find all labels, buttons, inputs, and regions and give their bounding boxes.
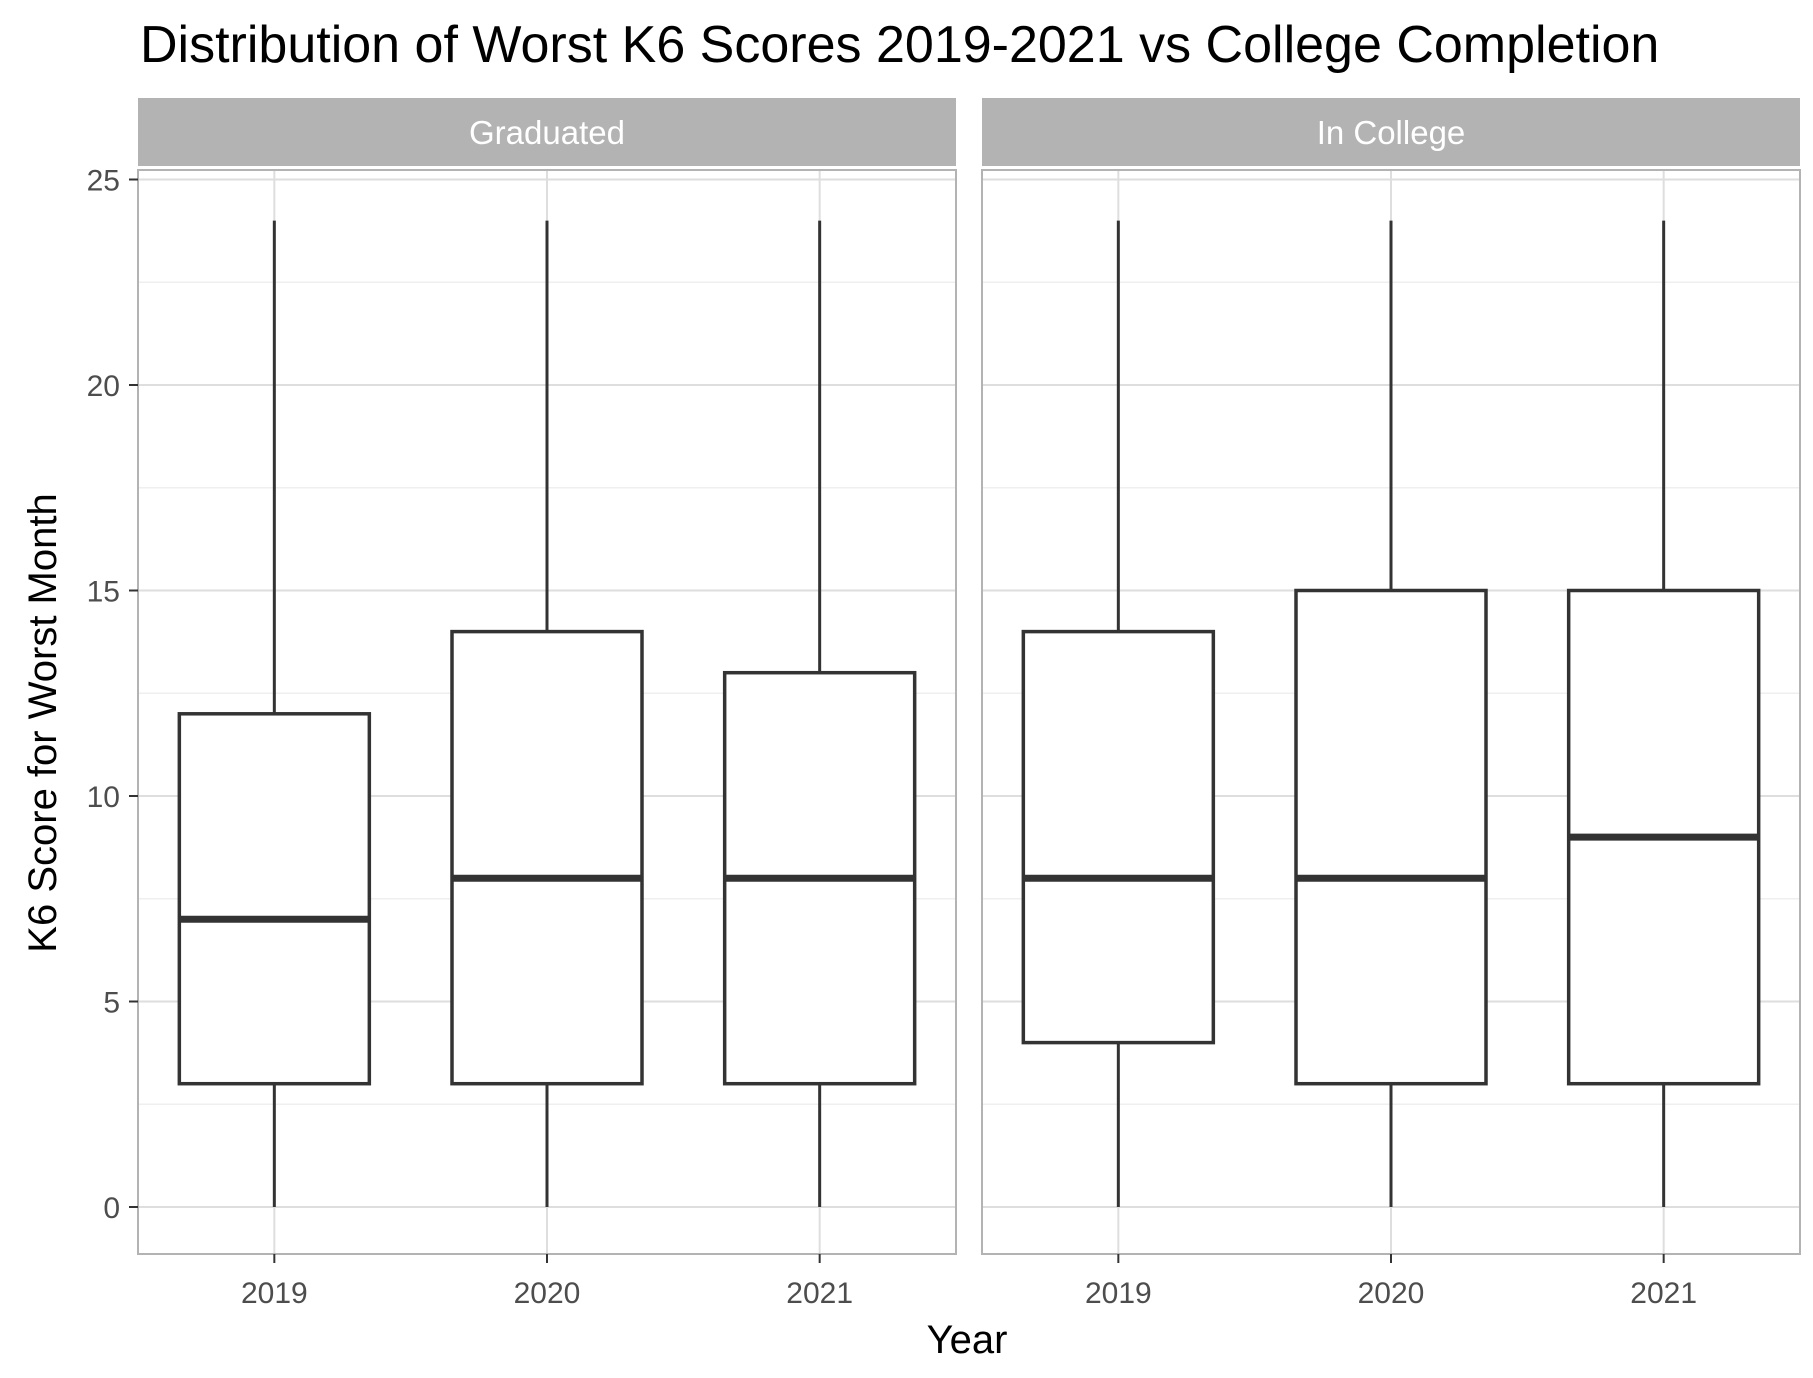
x-tick-label: 2019 [241,1277,308,1310]
x-tick-label: 2021 [786,1277,853,1310]
x-axis-title: Year [927,1318,1008,1362]
box-iqr [177,712,372,1086]
facet-strip [138,98,956,166]
x-tick-label: 2020 [514,1277,581,1310]
x-tick-label: 2021 [1630,1277,1697,1310]
box-2019 [1021,220,1216,1207]
facet-strip-label: In College [1317,114,1466,151]
y-tick-label: 20 [87,370,120,403]
chart-title: Distribution of Worst K6 Scores 2019-202… [140,16,1659,74]
y-tick-label: 5 [103,987,120,1020]
facet-panel: Graduated 2019 2020 2021 [137,98,957,1310]
y-tick-label: 25 [87,165,120,198]
x-tick-label: 2019 [1085,1277,1152,1310]
y-axis-title: K6 Score for Worst Month [21,493,65,952]
y-tick-label: 10 [87,781,120,814]
box-2020 [450,220,644,1207]
box-iqr [1294,588,1488,1086]
facet-strip [982,98,1800,166]
y-tick-label: 0 [103,1192,120,1225]
box-iqr [1021,629,1216,1045]
facet-panel: In College 2019 2020 2021 [981,98,1801,1310]
box-2021 [722,220,917,1207]
box-2020 [1294,220,1488,1207]
box-2021 [1566,220,1761,1207]
y-tick-label: 15 [87,576,120,609]
y-axis: 0 5 10 15 20 25 [87,165,138,1225]
box-2019 [177,220,372,1207]
x-tick-label: 2020 [1358,1277,1425,1310]
box-iqr [450,629,644,1086]
facet-strip-label: Graduated [469,114,625,151]
facet-panels: Graduated 2019 2020 2021 In College 2019 2020 2… [137,98,1801,1310]
